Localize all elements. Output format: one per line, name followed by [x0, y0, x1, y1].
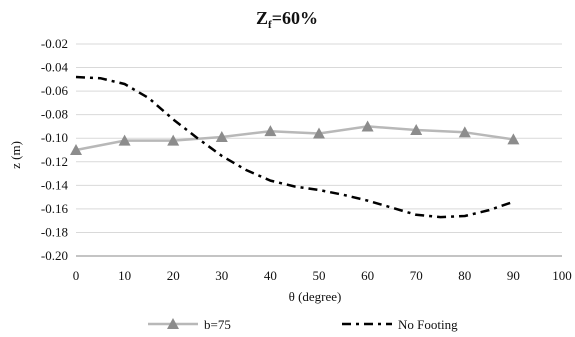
- data-point-b75: [410, 123, 423, 135]
- x-tick-label: 30: [215, 268, 228, 283]
- chart-title-subscript: f: [268, 19, 272, 31]
- legend-label-no-footing: No Footing: [398, 317, 458, 332]
- y-tick-label: -0.08: [41, 107, 68, 122]
- y-tick-label: -0.16: [41, 201, 69, 216]
- y-tick-label: -0.02: [41, 36, 68, 51]
- x-tick-label: 50: [313, 268, 326, 283]
- series-line-b75: [75, 125, 514, 152]
- data-point-b75: [264, 125, 277, 137]
- x-tick-label: 40: [264, 268, 277, 283]
- x-tick-label: 80: [458, 268, 471, 283]
- data-point-b75: [167, 134, 180, 146]
- x-axis-label: θ (degree): [289, 289, 342, 304]
- series-group: [70, 75, 520, 219]
- x-tick-label: 10: [118, 268, 131, 283]
- data-point-b75: [361, 120, 374, 132]
- x-tick-label: 20: [167, 268, 180, 283]
- y-tick-labels: -0.02 -0.04 -0.06 -0.08 -0.10 -0.12 -0.14 -0.16…: [41, 36, 69, 263]
- chart-title-main: Z: [256, 8, 268, 28]
- legend-label-b75: b=75: [204, 317, 231, 332]
- data-point-b75: [215, 131, 228, 143]
- y-axis-label: z (m): [8, 141, 23, 169]
- x-tick-label: 100: [552, 268, 572, 283]
- y-gridlines: [76, 43, 562, 233]
- series-line-no-footing: [75, 75, 514, 219]
- x-tick-labels: 0 10 20 30 40 50 60 70 80 90 100: [73, 268, 572, 283]
- y-tick-label: -0.10: [41, 130, 68, 145]
- y-tick-label: -0.18: [41, 224, 68, 239]
- x-tick-label: 60: [361, 268, 374, 283]
- chart-title-rest: =60%: [272, 8, 318, 28]
- y-tick-label: -0.04: [41, 60, 69, 75]
- legend-marker-b75: [167, 318, 179, 329]
- data-point-b75: [458, 126, 471, 138]
- data-point-b75: [507, 133, 520, 145]
- data-point-b75: [70, 144, 82, 155]
- x-tick-label: 0: [73, 268, 80, 283]
- y-tick-label: -0.12: [41, 154, 68, 169]
- data-point-b75: [118, 134, 131, 146]
- y-tick-label: -0.06: [41, 83, 69, 98]
- y-tick-label: -0.20: [41, 248, 68, 263]
- chart-title: Zf=60%: [256, 8, 318, 31]
- x-tick-label: 90: [507, 268, 520, 283]
- data-point-b75: [313, 127, 325, 139]
- y-tick-label: -0.14: [41, 177, 69, 192]
- legend: b=75 No Footing: [148, 317, 458, 332]
- x-tick-label: 70: [410, 268, 423, 283]
